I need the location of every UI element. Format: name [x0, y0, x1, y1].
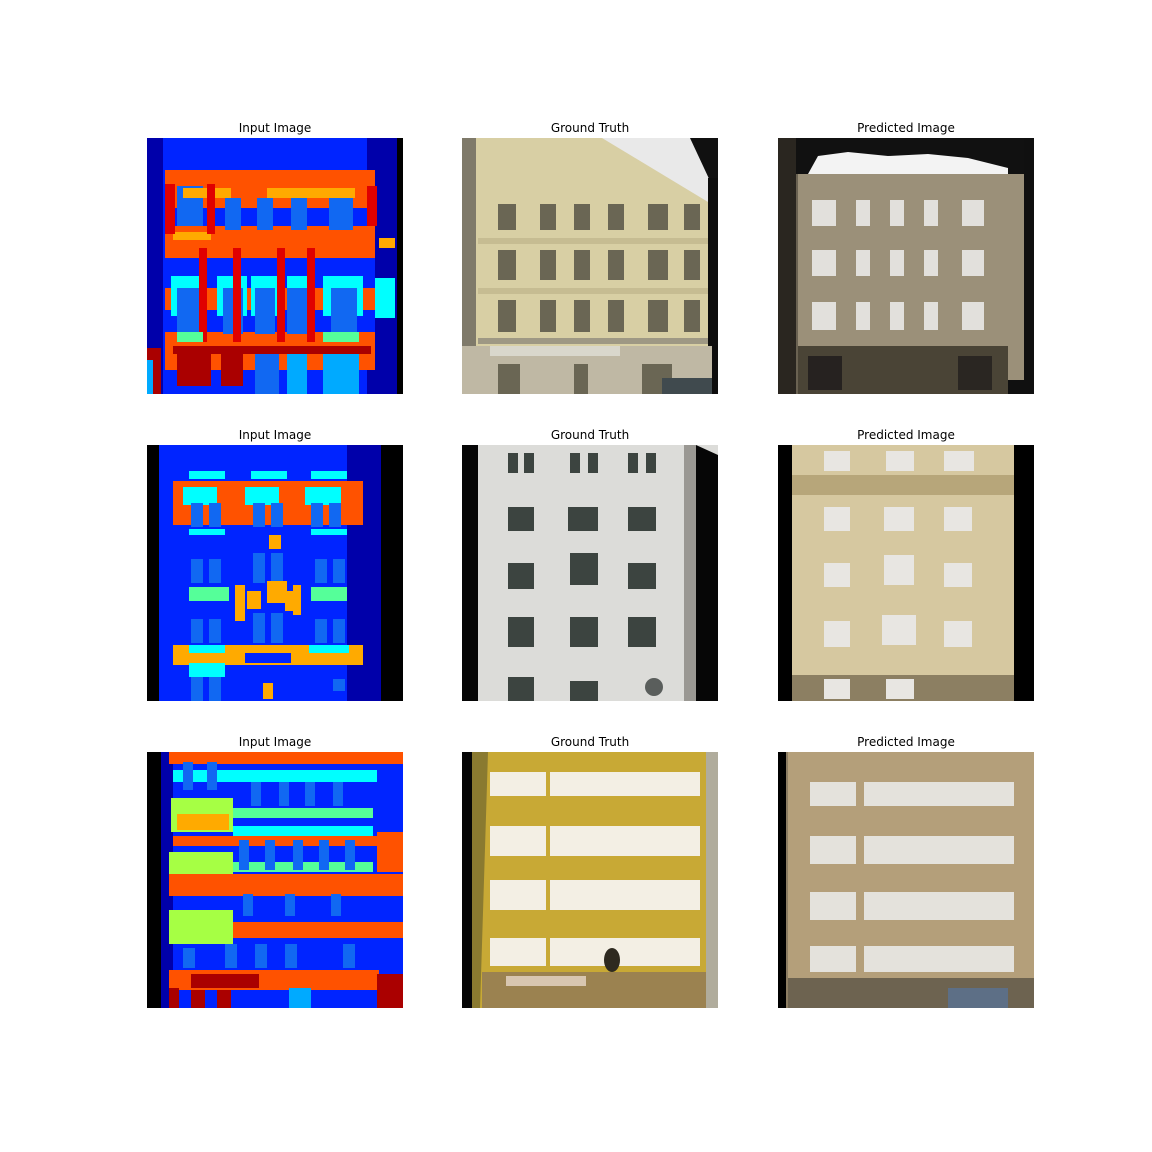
input-image-2	[147, 445, 403, 701]
input-image-1	[147, 138, 403, 394]
panel-title-predicted-1: Predicted Image	[857, 121, 955, 135]
predicted-image-3	[778, 752, 1034, 1008]
predicted-image-2	[778, 445, 1034, 701]
panel-title-input-1: Input Image	[238, 121, 312, 135]
panel-title-input-2: Input Image	[238, 428, 312, 442]
panel-title-predicted-3: Predicted Image	[857, 735, 955, 749]
panel-title-predicted-2: Predicted Image	[857, 428, 955, 442]
panel-title-ground-truth-3: Ground Truth	[550, 735, 630, 749]
panel-title-ground-truth-2: Ground Truth	[550, 428, 630, 442]
input-image-3	[147, 752, 403, 1008]
ground-truth-image-1	[462, 138, 718, 394]
ground-truth-image-2	[462, 445, 718, 701]
panel-title-ground-truth-1: Ground Truth	[550, 121, 630, 135]
ground-truth-image-3	[462, 752, 718, 1008]
predicted-image-1	[778, 138, 1034, 394]
panel-title-input-3: Input Image	[238, 735, 312, 749]
